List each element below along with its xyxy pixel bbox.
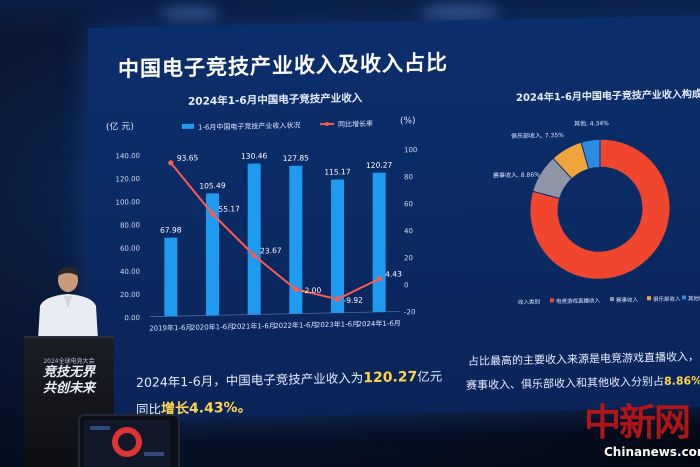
y-tick-left: 0.00 [124, 314, 140, 322]
y-tick-left: 60.00 [120, 244, 140, 252]
presentation-screen: 中国电子竞技产业收入及收入占比 2024年1-6月中国电子竞技产业收入 2024… [88, 14, 700, 421]
donut-slice-4 [529, 138, 671, 280]
donut-slice-label: 其他, 4.34% [574, 119, 609, 128]
bar-1 [164, 237, 178, 317]
legend-bar-label: 1-6月中国电子竞技产业收入状况 [198, 121, 300, 132]
y-tick-left: 80.00 [120, 221, 140, 229]
podium-slogan-2: 共创未来 [42, 381, 95, 396]
donut-legend-label: 俱乐部收入 [653, 295, 681, 304]
y-tick-left: 100.00 [116, 198, 140, 207]
y-tick-right: 80 [404, 173, 413, 181]
summary-text: 2024年1-6月，中国电子竞技产业收入为 [136, 370, 364, 390]
revenue-chart: (亿 元) (%) 1-6月中国电子竞技产业收入状况 同比增长率 140.00 120.0… [106, 116, 700, 333]
donut-legend-label: 电竞游戏直播收入 [556, 296, 600, 305]
stage-light [160, 6, 220, 20]
y-axis-left-label: (亿 元) [106, 120, 134, 133]
y-tick-right: 100 [404, 146, 417, 154]
bar-value-label: 130.46 [241, 151, 267, 161]
phone-screen-content [84, 420, 170, 467]
x-tick-label: 2022年1-6月 [274, 320, 317, 330]
donut-legend-swatch [550, 298, 554, 303]
x-tick-label: 2021年1-6月 [233, 321, 276, 331]
y-tick-right: -20 [404, 308, 415, 316]
bar-5 [331, 179, 344, 313]
growth-rate-point [168, 160, 174, 166]
bar-value-label: 127.85 [283, 153, 309, 163]
donut-legend-label: 赛事收入 [616, 295, 638, 303]
stage-light [420, 4, 500, 20]
legend-line-label: 同比增长率 [338, 119, 373, 129]
x-tick-label: 2020年1-6月 [191, 322, 234, 332]
podium-event-name: 2024全球电竞大会 [43, 358, 95, 365]
bar-2 [206, 193, 219, 316]
donut-slice-label: 俱乐部收入, 7.35% [511, 131, 564, 140]
growth-rate-point [376, 276, 382, 282]
speaker-person [38, 267, 98, 340]
x-tick-label: 2019年1-6月 [149, 323, 192, 333]
y-tick-right: 0 [404, 281, 408, 289]
podium-slogan-1: 竞技无界 [42, 365, 95, 380]
bar-4 [289, 165, 303, 314]
bar-value-label: 115.17 [324, 167, 350, 177]
composition-note-2: 赛事收入、俱乐部收入和其他收入分别占8.86%、7.3 [466, 371, 700, 393]
bar-value-label: 67.98 [160, 225, 182, 234]
donut-legend-swatch [682, 295, 686, 300]
bar-value-label: 105.49 [199, 181, 225, 191]
donut-legend-swatch [647, 296, 651, 301]
y-tick-left: 140.00 [116, 152, 140, 161]
news-site-url: Chinanews.com [604, 445, 700, 459]
donut-legend-swatch [610, 296, 614, 302]
growth-rate-label: -2.00 [302, 286, 322, 295]
x-tick-label: 2023年1-6月 [316, 319, 359, 329]
note-text: 赛事收入、俱乐部收入和其他收入分别占 [466, 374, 664, 393]
y-tick-left: 120.00 [116, 175, 140, 184]
growth-rate-label: 23.67 [260, 246, 282, 255]
growth-rate-point [334, 296, 341, 302]
legend-line-marker [325, 121, 329, 126]
bar-value-label: 120.27 [366, 160, 392, 170]
growth-rate-label: -9.92 [344, 296, 364, 305]
growth-rate-point [251, 252, 257, 259]
y-tick-right: 20 [404, 254, 413, 262]
summary-unit: 亿元 [417, 368, 443, 385]
donut-legend-label: 收入类别 [518, 298, 540, 306]
y-tick-right: 40 [404, 227, 413, 235]
growth-rate-label: 55.17 [219, 204, 241, 213]
growth-rate-label: 4.43 [385, 269, 402, 278]
x-axis-line [150, 311, 400, 318]
summary-highlight-value: 120.27 [363, 369, 418, 387]
donut-legend-label: 其他收入 [688, 294, 700, 302]
phone-in-hand [78, 414, 180, 467]
growth-rate-point [293, 286, 299, 292]
y-tick-left: 20.00 [120, 291, 140, 299]
bar-6 [372, 172, 386, 313]
growth-rate-label: 93.65 [177, 153, 199, 162]
y-axis-right-label: (%) [400, 116, 416, 126]
donut-slice-label: 赛事收入, 8.86% [493, 171, 540, 180]
bar-3 [247, 163, 261, 315]
summary-line-1: 2024年1-6月，中国电子竞技产业收入为120.27亿元 [136, 366, 442, 391]
legend-bar-swatch [182, 123, 194, 130]
growth-rate-line [170, 162, 380, 301]
y-tick-left: 40.00 [120, 268, 140, 276]
y-tick-right: 60 [404, 200, 413, 208]
growth-rate-point [209, 211, 216, 217]
news-logo-watermark: 中新网 [584, 400, 691, 444]
podium-sign: 2024全球电竞大会 竞技无界 共创未来 [28, 356, 110, 397]
note-values: 8.86%、7.3 [664, 373, 700, 388]
x-tick-label: 2024年1-6月 [358, 318, 401, 328]
